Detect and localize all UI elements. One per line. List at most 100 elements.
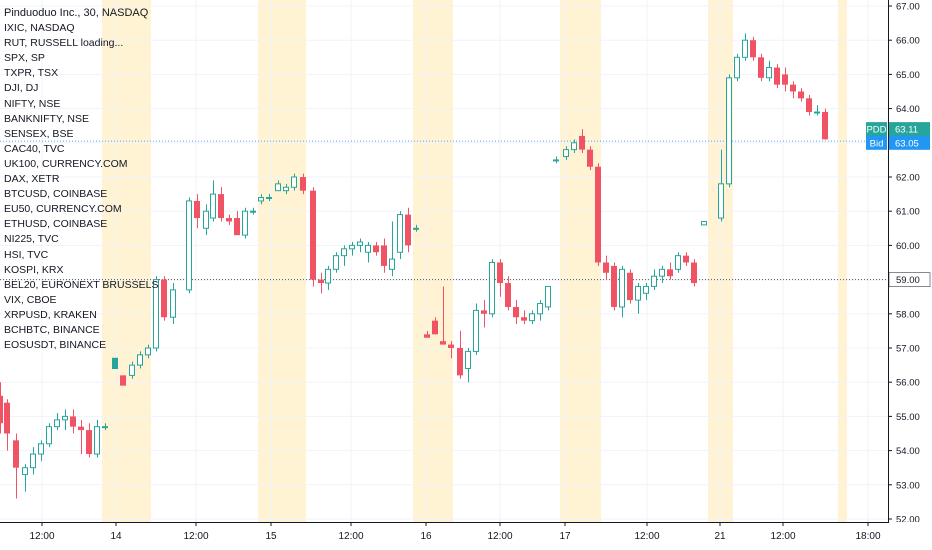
candle (4, 399, 10, 451)
legend-symbol-item[interactable]: EU50, CURRENCY.COM (4, 203, 122, 216)
candle-body (758, 57, 764, 78)
time-tick-label: 17 (559, 531, 571, 542)
candle-body (70, 416, 76, 427)
candle (553, 156, 559, 164)
legend-symbol-item[interactable]: KOSPI, KRX (4, 263, 64, 276)
candle-body (701, 220, 707, 226)
candle-body (186, 200, 192, 291)
legend-symbol-item[interactable]: CAC40, TVC (4, 142, 65, 155)
candle (758, 53, 764, 82)
legend-symbol-item[interactable]: BTCUSD, COINBASE (4, 188, 108, 201)
candle-series (0, 33, 828, 499)
candle (349, 241, 355, 256)
time-tick-label: 12:00 (338, 531, 363, 542)
time-tick-label: 12:00 (487, 531, 512, 542)
time-tick-label: 18:00 (855, 531, 880, 542)
candle-body (603, 262, 609, 273)
last-price-tag: 63.11 (895, 125, 918, 136)
candle-body (424, 334, 430, 338)
candle (701, 220, 707, 226)
legend-symbol-item[interactable]: VIX, CBOE (4, 293, 57, 306)
candle (46, 423, 52, 448)
time-tick-label: 12:00 (770, 531, 795, 542)
legend-symbol-item[interactable]: BCHBTC, BINANCE (4, 323, 100, 336)
candle (210, 180, 216, 222)
candle-body (234, 218, 240, 236)
candle-body (266, 197, 272, 200)
legend-symbol-item[interactable]: HSI, TVC (4, 248, 49, 261)
price-tick-label: 60.00 (896, 241, 920, 252)
candle (54, 412, 60, 431)
legend-symbol-item[interactable]: BANKNIFTY, NSE (4, 112, 89, 125)
time-axis-bg (0, 522, 932, 550)
candle (440, 286, 446, 345)
candle-body (210, 193, 216, 219)
candle-body (170, 289, 176, 318)
legend-symbol-item[interactable]: XRPUSD, KRAKEN (4, 308, 97, 321)
candle (94, 419, 100, 458)
candle-body (62, 415, 68, 421)
legend-symbol-item[interactable]: RUT, RUSSELL loading... (4, 37, 124, 50)
candle-body (203, 210, 209, 229)
candle (30, 447, 36, 475)
candle-body (766, 67, 772, 79)
candle-body (814, 111, 820, 114)
candle (218, 187, 224, 222)
candle (465, 348, 471, 383)
candle (726, 74, 732, 188)
candle-body (659, 268, 665, 277)
candle (473, 303, 479, 355)
candle-body (137, 354, 143, 366)
candle (734, 53, 740, 82)
price-tick-label: 64.00 (896, 104, 920, 115)
candle (489, 259, 495, 318)
legend-symbol-item[interactable]: UK100, CURRENCY.COM (4, 157, 128, 170)
candle (291, 173, 297, 191)
candle (798, 88, 804, 102)
candle (691, 259, 697, 287)
candle-body (318, 279, 324, 284)
candle (161, 276, 167, 321)
candle (814, 105, 820, 116)
candle (627, 269, 633, 304)
price-tick-label: 67.00 (896, 2, 920, 13)
legend-symbol-item[interactable]: DAX, XETR (4, 173, 60, 186)
candle-body (325, 268, 331, 284)
candle-body (545, 285, 551, 308)
candle-body (651, 275, 657, 287)
legend-symbol-item[interactable]: BEL20, EURONEXT BRUSSELS (4, 278, 159, 291)
candle-body (465, 350, 471, 370)
candle-body (619, 268, 625, 308)
candle-body (226, 218, 232, 222)
candle-body (822, 112, 828, 140)
candle (333, 252, 339, 273)
candle (13, 433, 19, 499)
legend-symbol-item[interactable]: SENSEX, BSE (4, 127, 74, 140)
candle-body (357, 241, 363, 246)
candle (373, 241, 379, 256)
legend-symbol-item[interactable]: ETHUSD, COINBASE (4, 218, 108, 231)
legend-symbol-item[interactable]: DJI, DJ (4, 82, 39, 95)
candle-body (86, 430, 92, 455)
candle-body (635, 285, 641, 301)
candle (145, 344, 151, 359)
legend-symbol-item[interactable]: NIFTY, NSE (4, 97, 61, 110)
legend-symbol-item[interactable]: NI225, TVC (4, 233, 59, 246)
candle (78, 419, 84, 455)
candle-body (102, 426, 108, 429)
legend-symbol-item[interactable]: EOSUSDT, BINANCE (4, 339, 107, 352)
time-axis[interactable]: 12:00 14 12:00 15 12:00 16 12:00 17 12:00 21 12:00… (0, 522, 932, 550)
candle (545, 285, 551, 311)
legend-symbol-item[interactable]: TXPR, TSX (4, 67, 59, 80)
time-tick-label: 15 (265, 531, 277, 542)
candle (563, 146, 569, 160)
candle-body (718, 183, 724, 219)
legend-symbol-item[interactable]: IXIC, NASDAQ (4, 22, 75, 35)
legend-symbol-item[interactable]: SPX, SP (4, 52, 45, 65)
candle-body (13, 440, 19, 468)
bid-price-tag-bg (889, 135, 930, 150)
chart-title[interactable]: Pinduoduo Inc., 30, NASDAQ (4, 7, 149, 19)
candle (389, 221, 395, 277)
candle (357, 238, 363, 253)
